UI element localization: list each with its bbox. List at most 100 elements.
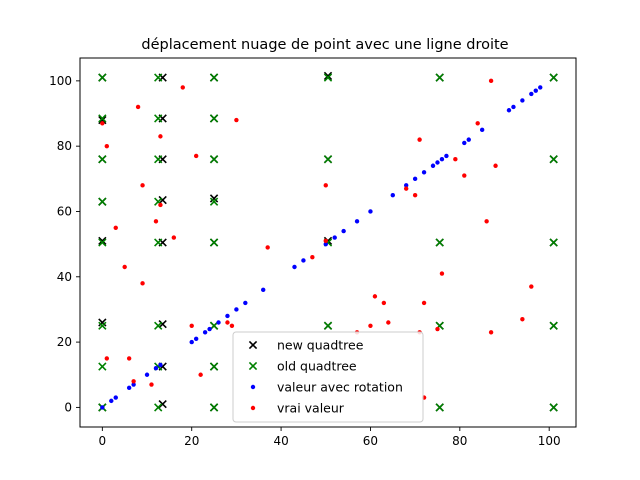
data-point [209, 114, 219, 123]
data-point [381, 300, 387, 306]
legend-label: old quadtree [277, 359, 357, 374]
data-point [113, 395, 118, 400]
data-point [533, 88, 538, 93]
data-point [154, 114, 163, 123]
data-point [372, 294, 378, 299]
data-point [390, 192, 395, 198]
data-point [506, 108, 512, 113]
data-point [209, 362, 219, 371]
axes: 0 20 40 60 80 100 0 20 40 60 80 100 [49, 74, 561, 448]
data-point [154, 238, 163, 247]
data-point [100, 121, 105, 126]
legend-marker [248, 340, 258, 350]
data-point [189, 323, 194, 328]
data-point [368, 209, 373, 214]
data-point [462, 173, 467, 178]
data-point [98, 155, 107, 164]
data-point [158, 134, 163, 139]
data-point [180, 85, 185, 90]
y-tick-label: 60 [57, 204, 72, 218]
data-point [435, 73, 444, 82]
data-point [154, 73, 163, 82]
x-tick-label: 80 [452, 434, 467, 448]
legend-marker [248, 361, 258, 371]
data-point [109, 398, 114, 404]
legend-box [232, 331, 424, 423]
legend-label: valeur avec rotation [277, 380, 403, 395]
x-tick-label: 0 [99, 434, 107, 448]
data-point [466, 137, 471, 142]
data-point [140, 281, 145, 286]
data-point [98, 236, 107, 246]
data-point [549, 155, 558, 164]
data-point [549, 403, 558, 412]
legend-entry: vrai valeur [250, 401, 345, 416]
data-point [412, 192, 418, 198]
data-point [417, 137, 422, 142]
data-point [209, 155, 219, 164]
data-point [435, 160, 440, 165]
data-point [529, 91, 534, 97]
data-point [479, 127, 485, 133]
data-point [193, 153, 199, 159]
data-point [216, 320, 221, 325]
data-point [234, 117, 239, 123]
y-tick-label: 40 [57, 270, 72, 284]
data-point [435, 403, 444, 412]
data-point [310, 254, 315, 260]
x-tick-label: 100 [538, 434, 561, 448]
data-point [520, 317, 525, 322]
data-point [488, 78, 494, 84]
data-point [412, 176, 418, 182]
y-tick-label: 100 [49, 74, 72, 88]
data-point [265, 245, 270, 250]
data-point [209, 403, 219, 412]
data-point [202, 330, 208, 335]
legend-entry: valeur avec rotation [250, 380, 403, 395]
data-point [386, 320, 391, 325]
data-point [98, 238, 107, 247]
data-point [135, 104, 141, 110]
data-point [520, 98, 525, 103]
data-point [100, 405, 105, 410]
data-point [444, 153, 449, 159]
data-point [126, 385, 132, 391]
legend-label: new quadtree [277, 338, 364, 353]
data-point [158, 195, 167, 205]
x-tick-label: 40 [273, 434, 288, 448]
data-point [229, 323, 235, 328]
data-point [354, 219, 360, 224]
data-point [209, 73, 219, 82]
data-point [209, 194, 219, 203]
data-point [98, 73, 107, 82]
data-point [475, 121, 480, 126]
data-point [153, 219, 159, 224]
data-point [421, 170, 427, 175]
series-3 [100, 78, 534, 400]
data-point [453, 157, 458, 162]
plot-frame [79, 57, 577, 428]
data-point [98, 321, 107, 330]
data-point [209, 238, 219, 247]
chart-title: déplacement nuage de point avec une lign… [141, 37, 508, 53]
data-point [140, 183, 145, 188]
data-point [209, 321, 219, 330]
x-tick-label: 20 [184, 434, 199, 448]
data-point [149, 382, 154, 387]
data-point [323, 183, 328, 188]
data-point [144, 372, 150, 377]
data-point [261, 287, 266, 293]
x-tick-label: 60 [363, 434, 378, 448]
y-tick-label: 0 [64, 400, 72, 414]
series-2 [100, 85, 543, 410]
data-point [209, 197, 219, 206]
data-point [549, 238, 558, 247]
data-point [488, 330, 494, 335]
data-point [538, 85, 543, 90]
data-point [323, 73, 333, 82]
data-point [198, 372, 203, 377]
data-point [189, 339, 194, 345]
data-point [234, 307, 239, 312]
data-point [323, 155, 333, 164]
data-point [435, 238, 444, 247]
